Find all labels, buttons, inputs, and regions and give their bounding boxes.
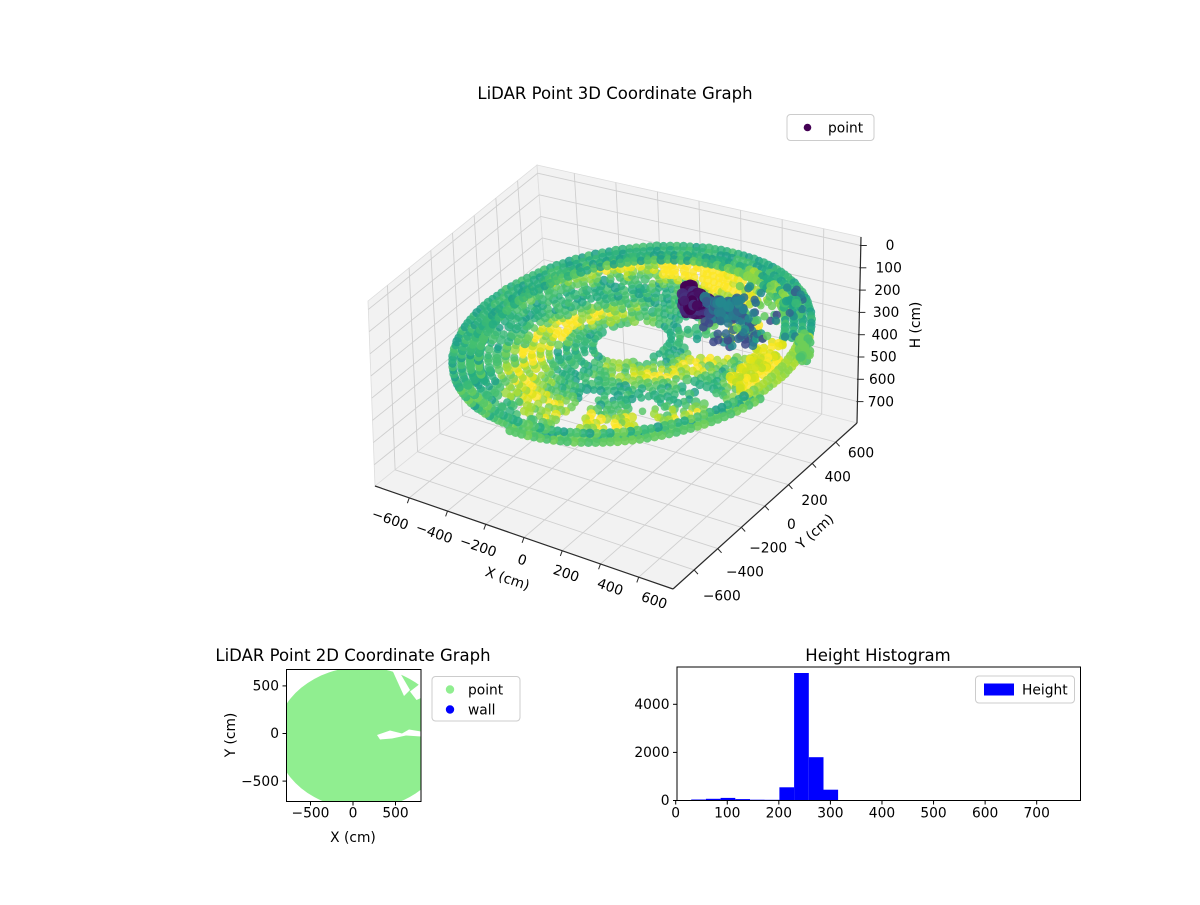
scatter-point: [736, 282, 744, 290]
x-tick-label: 200: [766, 806, 792, 822]
legend-label-wall: wall: [468, 703, 495, 719]
legend-swatch-height: [984, 684, 1014, 696]
plot2d-xaxis-label: X (cm): [330, 830, 376, 846]
scatter-point: [752, 299, 760, 307]
y-tick-label: 200: [801, 493, 827, 509]
scatter-point: [680, 296, 690, 306]
scatter-point: [637, 394, 645, 402]
scatter-point: [693, 335, 701, 343]
x-tick-label: 600: [972, 806, 998, 822]
z-tick-label: 400: [872, 327, 898, 343]
x-tick-label: −500: [292, 806, 330, 822]
z-tick-label: 200: [874, 283, 900, 299]
scatter-point: [455, 383, 464, 392]
scatter-point: [715, 297, 726, 308]
histogram-bar: [794, 673, 809, 801]
y-tick-label: 0: [270, 726, 279, 742]
scatter-point: [739, 305, 748, 314]
scatter-point: [510, 354, 518, 362]
scatter-point: [645, 392, 653, 400]
y-tick-label: 400: [825, 469, 851, 485]
scatter-point: [661, 403, 669, 411]
y-tick-label: 0: [787, 517, 796, 533]
x-tick-label: 700: [1024, 806, 1050, 822]
histogram-bar: [823, 790, 838, 801]
scatter-point: [760, 312, 768, 320]
plot3d-zaxis-label: H (cm): [908, 302, 924, 349]
legend-label-point: point: [468, 683, 504, 699]
z-tick-label: 700: [868, 394, 894, 410]
y-tick-label: −500: [241, 774, 279, 790]
scatter-point: [749, 309, 757, 317]
histogram-bar: [779, 787, 794, 800]
scatter-point: [757, 289, 765, 297]
y-tick-label: −200: [749, 541, 787, 557]
y-tick-label: 4000: [634, 697, 669, 713]
scatter-point: [766, 292, 774, 300]
plot2d-legend: point wall: [432, 677, 520, 722]
scatter-point: [463, 380, 473, 390]
x-tick-label: 0: [349, 806, 358, 822]
scatter-point: [733, 324, 741, 332]
scatter-point: [763, 332, 771, 340]
scatter-point: [791, 299, 800, 308]
scatter-point: [675, 327, 683, 335]
scatter-point: [520, 407, 529, 416]
scatter-point: [772, 317, 780, 325]
x-tick-label: 300: [817, 806, 843, 822]
plot3d-title: LiDAR Point 3D Coordinate Graph: [477, 84, 752, 103]
y-tick-label: 600: [848, 446, 874, 462]
z-tick-label: 600: [869, 372, 895, 388]
x-tick-label: 100: [714, 806, 740, 822]
scatter-point: [692, 300, 703, 311]
scatter-point: [781, 333, 789, 341]
plot3d-legend: point: [787, 115, 874, 141]
z-tick-label: 0: [886, 238, 895, 254]
legend-marker-point: [804, 124, 812, 132]
y-tick-label: 2000: [634, 745, 669, 761]
x-tick-label: 500: [920, 806, 946, 822]
scatter-point: [746, 282, 754, 290]
scatter-point: [796, 353, 805, 362]
scatter-point: [766, 282, 774, 290]
scatter-point: [783, 283, 791, 291]
scatter-point: [782, 297, 791, 306]
x-tick-label: 500: [382, 806, 408, 822]
x-tick-label: 400: [869, 806, 895, 822]
scatter-point: [639, 408, 647, 416]
scatter-point: [764, 353, 772, 361]
histogram-title: Height Histogram: [805, 646, 950, 665]
y-tick-label: −400: [726, 565, 764, 581]
scatter-point: [736, 384, 744, 392]
z-tick-label: 100: [876, 261, 902, 277]
histogram-bar: [809, 757, 824, 800]
scatter-point: [722, 329, 731, 338]
scatter-point: [724, 319, 733, 328]
scatter-point: [753, 316, 761, 324]
histogram-legend: Height: [976, 676, 1075, 703]
y-tick-label: −600: [703, 588, 741, 604]
scatter-point: [741, 340, 750, 349]
z-tick-label: 300: [873, 305, 899, 321]
scatter-point: [798, 340, 807, 349]
scatter-point: [505, 426, 514, 435]
x-tick-label: 0: [671, 806, 680, 822]
scatter-point: [700, 317, 709, 326]
scatter-point: [702, 297, 711, 306]
legend-marker-point: [446, 685, 454, 693]
scatter-point: [733, 296, 742, 305]
z-tick-label: 500: [870, 350, 896, 366]
scatter-point: [768, 302, 776, 310]
scatter-point: [716, 316, 725, 325]
legend-label-height: Height: [1022, 683, 1068, 699]
y-tick-label: 500: [253, 679, 279, 695]
scatter-point: [714, 336, 723, 345]
legend-marker-wall: [446, 705, 454, 713]
y-tick-label: 0: [661, 793, 670, 809]
plot2d-yaxis-label: Y (cm): [223, 713, 239, 759]
plot2d-title: LiDAR Point 2D Coordinate Graph: [215, 646, 490, 665]
legend-label-point: point: [828, 121, 864, 137]
scatter-point: [684, 326, 692, 334]
